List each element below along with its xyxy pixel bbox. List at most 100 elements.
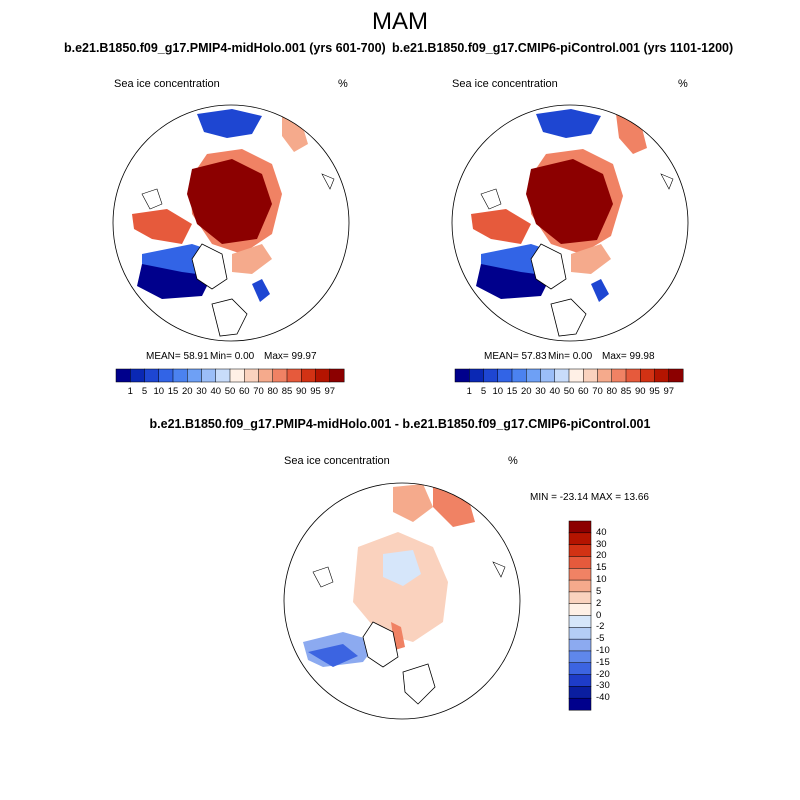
colorbar-box <box>568 603 592 616</box>
diff-colorbar <box>568 520 592 711</box>
colorbar-tick-label: 30 <box>535 386 546 397</box>
colorbar-box <box>568 520 592 534</box>
colorbar-tick-label: 30 <box>196 386 207 397</box>
colorbar-tick-label: 15 <box>506 386 518 397</box>
colorbar-tick-label: 10 <box>153 386 165 397</box>
colorbar-tick-label: 2 <box>596 597 602 609</box>
colorbar-box <box>469 368 484 383</box>
colorbar-box <box>583 368 598 383</box>
colorbar-tick-label: 40 <box>596 526 607 538</box>
colorbar-box <box>130 368 145 383</box>
colorbar-tick-label: -40 <box>596 692 610 704</box>
colorbar-tick-label: 20 <box>596 550 607 562</box>
colorbar-tick-label: 20 <box>181 386 193 397</box>
colorbar-tick-label: 1 <box>127 386 133 397</box>
colorbar-box <box>272 368 288 383</box>
colorbar-tick-label: 40 <box>549 386 561 397</box>
colorbar-box <box>526 368 541 383</box>
colorbar-box <box>568 556 592 569</box>
central-ice-core <box>187 159 272 244</box>
panel-2-title: b.e21.B1850.f09_g17.CMIP6-piControl.001 … <box>392 41 734 55</box>
greenland <box>191 243 228 290</box>
panel-2-colorbar <box>454 368 684 383</box>
panel-2-min: Min= 0.00 <box>548 351 593 362</box>
diff-map <box>283 482 521 720</box>
colorbar-tick-label: -2 <box>596 621 605 633</box>
atlantic-margin-ice <box>132 209 192 244</box>
colorbar-box <box>315 368 331 383</box>
colorbar-box <box>172 368 188 383</box>
colorbar-box <box>625 368 641 383</box>
colorbar-box <box>568 532 592 546</box>
panel-2-variable-label: Sea ice concentration <box>452 78 558 90</box>
colorbar-box <box>611 368 627 383</box>
colorbar-tick-label: 5 <box>596 585 602 597</box>
colorbar-box <box>568 697 592 711</box>
colorbar-box <box>597 368 613 383</box>
colorbar-tick-label: 90 <box>295 386 307 397</box>
colorbar-tick-label: 80 <box>606 386 618 397</box>
colorbar-tick-label: 95 <box>310 386 321 397</box>
colorbar-tick-label: -20 <box>596 668 610 680</box>
colorbar-tick-label: -5 <box>596 633 605 645</box>
diff-units: % <box>508 455 518 467</box>
figure-title: MAM <box>372 8 428 35</box>
colorbar-box <box>301 368 316 383</box>
colorbar-tick-label: 30 <box>596 538 607 550</box>
colorbar-tick-label: 80 <box>267 386 279 397</box>
panel-2-map <box>451 104 689 342</box>
diff-minmax: MIN = -23.14 MAX = 13.66 <box>530 492 649 503</box>
colorbar-box <box>568 544 592 557</box>
panel-2-mean: MEAN= 57.83 <box>484 351 547 362</box>
colorbar-box <box>329 368 345 383</box>
colorbar-box <box>115 368 131 383</box>
colorbar-box <box>144 368 160 383</box>
colorbar-tick-label: 90 <box>634 386 646 397</box>
colorbar-tick-label: 5 <box>480 386 487 397</box>
colorbar-box <box>286 368 302 383</box>
colorbar-tick-label: 70 <box>253 386 264 397</box>
colorbar-box <box>568 368 584 383</box>
colorbar-tick-label: 97 <box>324 386 336 397</box>
colorbar-box <box>497 368 513 383</box>
colorbar-box <box>187 368 202 383</box>
colorbar-tick-label: 85 <box>281 386 293 397</box>
colorbar-box <box>568 686 592 699</box>
colorbar-tick-label: 60 <box>577 386 589 397</box>
panel-1-title: b.e21.B1850.f09_g17.PMIP4-midHolo.001 (y… <box>64 41 386 55</box>
colorbar-tick-label: 97 <box>663 386 675 397</box>
colorbar-box <box>158 368 174 383</box>
colorbar-tick-label: 1 <box>466 386 472 397</box>
colorbar-tick-label: 60 <box>238 386 250 397</box>
colorbar-box <box>568 662 592 676</box>
colorbar-box <box>654 368 670 383</box>
colorbar-tick-label: 85 <box>620 386 632 397</box>
colorbar-box <box>568 650 592 664</box>
colorbar-tick-label: 5 <box>141 386 148 397</box>
colorbar-tick-label: 50 <box>563 386 575 397</box>
colorbar-box <box>229 368 245 383</box>
colorbar-tick-label: 0 <box>596 609 602 621</box>
colorbar-tick-label: 15 <box>167 386 179 397</box>
colorbar-box <box>568 568 592 581</box>
colorbar-box <box>568 591 592 605</box>
diff-variable-label: Sea ice concentration <box>284 455 390 467</box>
colorbar-box <box>483 368 499 383</box>
panel-1-colorbar-labels: 1 5 10 15 20 30 40 50 60 70 80 85 90 95 97 <box>116 386 344 398</box>
colorbar-tick-label: -15 <box>596 656 610 668</box>
scandinavia <box>211 298 248 337</box>
colorbar-box <box>568 638 592 652</box>
colorbar-box <box>568 674 592 687</box>
colorbar-tick-label: 40 <box>210 386 222 397</box>
colorbar-box <box>640 368 655 383</box>
colorbar-tick-label: 50 <box>224 386 236 397</box>
panel-1-map <box>112 104 350 342</box>
colorbar-box <box>511 368 527 383</box>
diff-colorbar-labels: 40 30 20 15 10 5 2 0 -2 -5 -10 -15 -20 -30 -40 <box>596 521 636 710</box>
diff-title: b.e21.B1850.f09_g17.PMIP4-midHolo.001 - … <box>149 417 651 431</box>
panel-1-min: Min= 0.00 <box>210 351 255 362</box>
panel-2-colorbar-labels: 1 5 10 15 20 30 40 50 60 70 80 85 90 95 97 <box>455 386 683 398</box>
colorbar-box <box>215 368 231 383</box>
panel-2-units: % <box>678 78 688 90</box>
panel-1-units: % <box>338 78 348 90</box>
